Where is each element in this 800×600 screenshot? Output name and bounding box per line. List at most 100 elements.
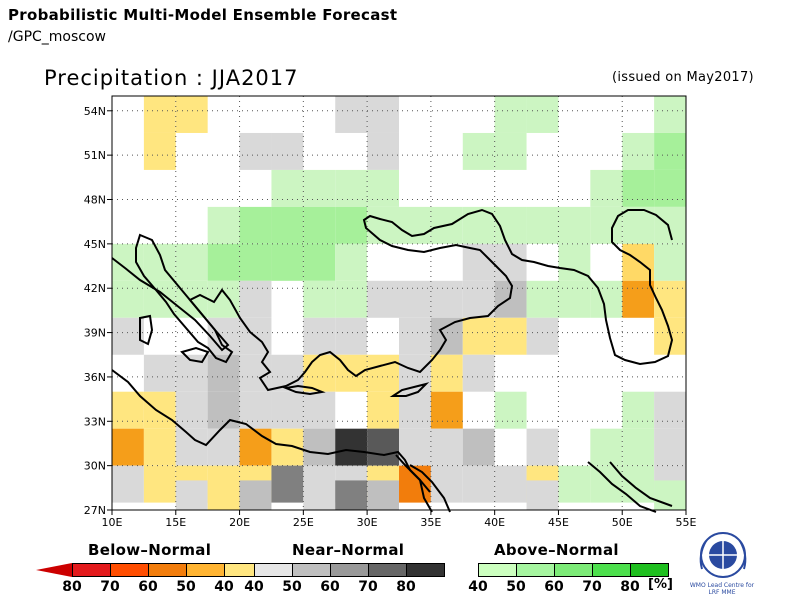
probability-cell — [399, 391, 431, 429]
x-tick-label: 25E — [293, 516, 314, 529]
probability-cell — [462, 465, 495, 503]
legend-tick-label: 40 — [244, 579, 264, 595]
probability-cell — [367, 169, 399, 207]
probability-cell — [271, 206, 304, 244]
probability-cell — [207, 391, 240, 429]
probability-cell — [494, 280, 527, 318]
probability-cell — [303, 480, 336, 510]
y-tick-label: 54N — [84, 105, 106, 118]
probability-cell — [239, 243, 272, 281]
legend-swatch — [406, 563, 445, 577]
plot-title: Precipitation : JJA2017 — [44, 66, 299, 90]
legend-near-title: Near–Normal — [292, 541, 405, 559]
probability-cell — [175, 96, 208, 133]
legend-swatch — [186, 563, 225, 577]
probability-cell — [654, 243, 686, 281]
probability-cell — [335, 243, 368, 281]
y-tick-label: 45N — [84, 238, 106, 251]
probability-cell — [430, 391, 463, 429]
wmo-emblem-icon — [699, 532, 747, 578]
probability-cell — [654, 206, 686, 244]
probability-cell — [335, 317, 368, 355]
probability-cell — [239, 391, 272, 429]
probability-cell — [143, 391, 176, 429]
probability-cell — [654, 96, 686, 133]
probability-cell — [654, 132, 686, 170]
y-tick-label: 30N — [84, 460, 106, 473]
probability-cell — [430, 354, 463, 392]
legend-tick-label: 50 — [506, 579, 526, 595]
probability-cell — [303, 243, 336, 281]
probability-cell — [303, 428, 336, 466]
probability-cell — [143, 243, 176, 281]
x-tick-label: 45E — [548, 516, 569, 529]
probability-cell — [526, 480, 559, 510]
legend-swatch — [330, 563, 369, 577]
probability-cell — [143, 465, 176, 503]
probability-cell — [239, 428, 272, 466]
probability-cell — [622, 243, 655, 281]
probability-cell — [207, 428, 240, 466]
probability-cell — [175, 428, 208, 466]
probability-cell — [430, 280, 463, 318]
y-tick-label: 39N — [84, 327, 106, 340]
probability-cell — [462, 428, 495, 466]
probability-cell — [367, 391, 399, 429]
probability-cell — [239, 480, 272, 510]
probability-cell — [303, 206, 336, 244]
probability-cell — [112, 428, 144, 466]
legend-tick-label: 80 — [620, 579, 640, 595]
y-tick-label: 33N — [84, 415, 106, 428]
x-tick-label: 30E — [357, 516, 378, 529]
probability-cell — [558, 206, 591, 244]
probability-cell — [494, 96, 527, 133]
probability-cell — [303, 354, 336, 392]
probability-cell — [271, 391, 304, 429]
probability-cell — [367, 354, 399, 392]
probability-cell — [654, 391, 686, 429]
probability-cell — [430, 428, 463, 466]
probability-cell — [622, 391, 655, 429]
probability-cell — [462, 317, 495, 355]
legend-tick-label: 70 — [358, 579, 378, 595]
probability-cell — [112, 465, 144, 503]
probability-cell — [462, 132, 495, 170]
probability-cell — [526, 206, 559, 244]
probability-cell — [654, 280, 686, 318]
probability-cell — [335, 206, 368, 244]
map-frame — [111, 95, 687, 511]
legend-swatch — [254, 563, 293, 577]
probability-cell — [143, 96, 176, 133]
probability-cell — [526, 280, 559, 318]
probability-cell — [654, 169, 686, 207]
map-border — [111, 95, 687, 511]
probability-cell — [239, 280, 272, 318]
probability-cell — [303, 391, 336, 429]
coastlines — [111, 208, 674, 513]
x-tick-label: 55E — [676, 516, 697, 529]
probability-cell — [303, 280, 336, 318]
probability-cell — [112, 317, 144, 355]
x-tick-label: 20E — [229, 516, 250, 529]
probability-cell — [367, 428, 399, 466]
probability-cell — [175, 480, 208, 510]
legend-tick-label: 40 — [214, 579, 234, 595]
probability-cell — [622, 132, 655, 170]
probability-cell — [399, 206, 431, 244]
probability-cell — [494, 465, 527, 503]
probability-cell — [430, 465, 463, 503]
legend-tick-label: 60 — [544, 579, 564, 595]
legend-swatch — [630, 563, 669, 577]
x-tick-label: 40E — [484, 516, 505, 529]
y-tick-label: 51N — [84, 149, 106, 162]
legend-swatch — [516, 563, 555, 577]
y-tick-label: 42N — [84, 282, 106, 295]
issued-label: (issued on May2017) — [612, 70, 754, 85]
probability-cell — [590, 280, 623, 318]
probability-cell — [622, 428, 655, 466]
legend-swatch — [292, 563, 331, 577]
probability-cells — [112, 96, 686, 510]
probability-cell — [303, 169, 336, 207]
probability-cell — [207, 280, 240, 318]
legend-tick-label: 80 — [396, 579, 416, 595]
